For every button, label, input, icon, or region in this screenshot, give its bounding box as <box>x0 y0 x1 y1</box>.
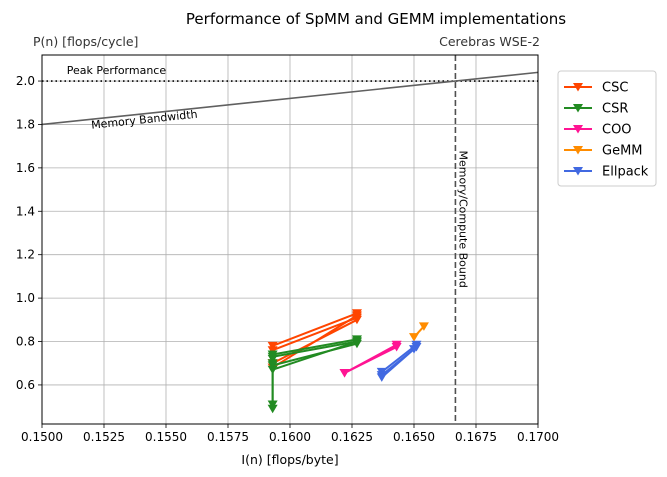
series-line <box>272 338 358 356</box>
series-gemm <box>409 322 429 342</box>
y-ticks: 0.6 0.8 1.0 1.2 1.4 1.6 1.8 2.0 <box>16 74 42 392</box>
legend-swatch-marker <box>573 146 583 155</box>
x-tick-label: 0.1700 <box>517 430 559 444</box>
data-point <box>267 341 278 351</box>
x-tick-label: 0.1550 <box>145 430 187 444</box>
y-tick-label: 1.8 <box>16 117 35 131</box>
series-coo <box>339 340 402 378</box>
x-axis-label: I(n) [flops/byte] <box>241 452 338 467</box>
data-point <box>267 404 278 414</box>
series-layer <box>267 309 429 414</box>
legend-label: CSR <box>602 102 628 117</box>
y-tick-label: 2.0 <box>16 74 35 88</box>
x-tick-label: 0.1600 <box>269 430 311 444</box>
legend-box <box>557 70 657 187</box>
series-csc <box>267 309 362 373</box>
series-line <box>381 343 418 373</box>
legend-label: COO <box>602 123 632 138</box>
legend: CSC CSR COO GeMM Ellpack <box>557 70 657 187</box>
legend-swatch-marker <box>573 167 583 176</box>
y-tick-label: 1.4 <box>16 204 35 218</box>
ridge-label: Memory/Compute Bound <box>456 151 469 288</box>
x-tick-label: 0.1650 <box>393 430 435 444</box>
data-point <box>351 337 362 347</box>
legend-swatch-marker <box>573 104 583 113</box>
y-tick-label: 1.0 <box>16 291 35 305</box>
x-tick-label: 0.1500 <box>21 430 63 444</box>
legend-swatch-marker <box>573 125 583 134</box>
y-tick-label: 1.6 <box>16 161 35 175</box>
peak-performance-label: Peak Performance <box>67 64 167 77</box>
data-point <box>267 359 278 368</box>
device-label: Cerebras WSE-2 <box>439 34 540 49</box>
y-axis-label: P(n) [flops/cycle] <box>33 34 138 49</box>
series-line <box>381 348 415 379</box>
x-tick-label: 0.1525 <box>83 430 125 444</box>
data-point <box>351 311 362 320</box>
series-line <box>272 312 358 347</box>
y-tick-label: 1.2 <box>16 248 35 262</box>
data-point <box>267 354 278 364</box>
series-line <box>272 340 358 358</box>
legend-label: Ellpack <box>602 165 649 180</box>
series-line <box>344 346 398 374</box>
series-csr <box>267 335 362 414</box>
data-point <box>339 368 350 378</box>
data-point <box>418 322 429 331</box>
data-point <box>267 400 278 409</box>
y-tick-label: 0.6 <box>16 378 35 392</box>
legend-swatch-marker <box>573 83 583 92</box>
legend-label: GeMM <box>602 144 643 159</box>
data-point <box>267 346 278 355</box>
x-tick-label: 0.1575 <box>207 430 249 444</box>
chart-title: Performance of SpMM and GEMM implementat… <box>186 10 566 28</box>
x-tick-label: 0.1625 <box>331 430 373 444</box>
memory-bandwidth-label: Memory Bandwidth <box>91 108 199 132</box>
series-line <box>272 314 358 369</box>
series-ellpack <box>376 340 422 382</box>
series-line <box>272 340 358 371</box>
data-point <box>409 333 419 342</box>
legend-label: CSC <box>602 81 628 96</box>
data-point <box>409 345 419 354</box>
data-point <box>391 342 402 352</box>
y-tick-label: 0.8 <box>16 335 35 349</box>
x-ticks: 0.1500 0.1525 0.1550 0.1575 0.1600 0.1625 0.16… <box>21 424 559 444</box>
memory-bandwidth-line <box>41 71 539 126</box>
data-point <box>376 373 387 382</box>
series-line <box>272 342 358 367</box>
x-tick-label: 0.1675 <box>455 430 497 444</box>
